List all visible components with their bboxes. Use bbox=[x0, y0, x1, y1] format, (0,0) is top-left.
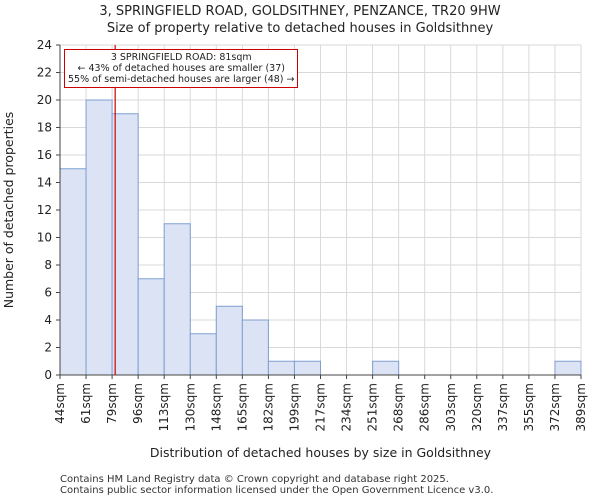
x-tick-label-20: 389sqm bbox=[574, 383, 588, 431]
bar-9 bbox=[293, 360, 322, 376]
x-tick-label-16: 320sqm bbox=[470, 383, 484, 431]
chart-title: 3, SPRINGFIELD ROAD, GOLDSITHNEY, PENZAN… bbox=[99, 4, 501, 19]
x-tick-label-5: 130sqm bbox=[183, 383, 197, 431]
y-tick-label-9: 18 bbox=[37, 121, 52, 135]
y-tick-label-10: 20 bbox=[37, 93, 52, 107]
x-tick-label-18: 355sqm bbox=[522, 383, 536, 431]
x-tick-label-1: 61sqm bbox=[79, 383, 93, 424]
y-tick-label-1: 2 bbox=[44, 341, 52, 355]
x-tick-label-10: 217sqm bbox=[314, 383, 328, 431]
footer-line-1: Contains HM Land Registry data © Crown c… bbox=[60, 474, 449, 485]
y-tick-label-8: 16 bbox=[37, 148, 52, 162]
x-tick-label-17: 337sqm bbox=[496, 383, 510, 431]
y-tick-label-0: 0 bbox=[44, 368, 52, 382]
bar-12 bbox=[372, 360, 400, 376]
y-axis-title: Number of detached properties bbox=[1, 112, 16, 309]
bar-19 bbox=[554, 360, 582, 376]
bar-5 bbox=[189, 333, 217, 376]
x-axis-title: Distribution of detached houses by size … bbox=[150, 445, 492, 460]
x-tick-label-15: 303sqm bbox=[444, 383, 458, 431]
bar-6 bbox=[215, 305, 243, 376]
marker-annotation: 3 SPRINGFIELD ROAD: 81sqm ← 43% of detac… bbox=[64, 49, 299, 88]
y-tick-label-2: 4 bbox=[44, 313, 52, 327]
x-tick-label-9: 199sqm bbox=[287, 383, 301, 431]
annotation-line-2: ← 43% of detached houses are smaller (37… bbox=[77, 63, 285, 74]
bar-4 bbox=[163, 223, 191, 376]
chart-subtitle: Size of property relative to detached ho… bbox=[106, 21, 494, 36]
x-tick-label-6: 148sqm bbox=[209, 383, 223, 431]
y-tick-label-5: 10 bbox=[37, 231, 52, 245]
x-tick-label-11: 234sqm bbox=[340, 383, 354, 431]
x-tick-label-8: 182sqm bbox=[261, 383, 275, 431]
bar-8 bbox=[267, 360, 295, 376]
y-tick-label-6: 12 bbox=[37, 203, 52, 217]
x-tick-label-12: 251sqm bbox=[366, 383, 380, 431]
footer-line-2: Contains public sector information licen… bbox=[60, 485, 494, 496]
bar-2 bbox=[111, 113, 139, 376]
bar-1 bbox=[85, 99, 113, 376]
x-tick-label-7: 165sqm bbox=[235, 383, 249, 431]
x-tick-label-13: 268sqm bbox=[392, 383, 406, 431]
x-tick-label-0: 44sqm bbox=[53, 383, 67, 424]
annotation-line-1: 3 SPRINGFIELD ROAD: 81sqm bbox=[110, 52, 252, 63]
y-tick-label-11: 22 bbox=[37, 66, 52, 80]
x-tick-label-2: 79sqm bbox=[105, 383, 119, 424]
y-tick-label-4: 8 bbox=[44, 258, 52, 272]
x-tick-label-14: 286sqm bbox=[418, 383, 432, 431]
y-tick-label-7: 14 bbox=[37, 176, 52, 190]
x-tick-label-4: 113sqm bbox=[157, 383, 171, 431]
bar-3 bbox=[137, 278, 165, 376]
bar-0 bbox=[59, 168, 87, 376]
y-tick-label-3: 6 bbox=[44, 286, 52, 300]
x-tick-label-3: 96sqm bbox=[131, 383, 145, 424]
x-tick-label-19: 372sqm bbox=[548, 383, 562, 431]
y-tick-label-12: 24 bbox=[37, 38, 52, 52]
bar-7 bbox=[241, 319, 269, 376]
annotation-line-3: 55% of semi-detached houses are larger (… bbox=[68, 74, 295, 85]
